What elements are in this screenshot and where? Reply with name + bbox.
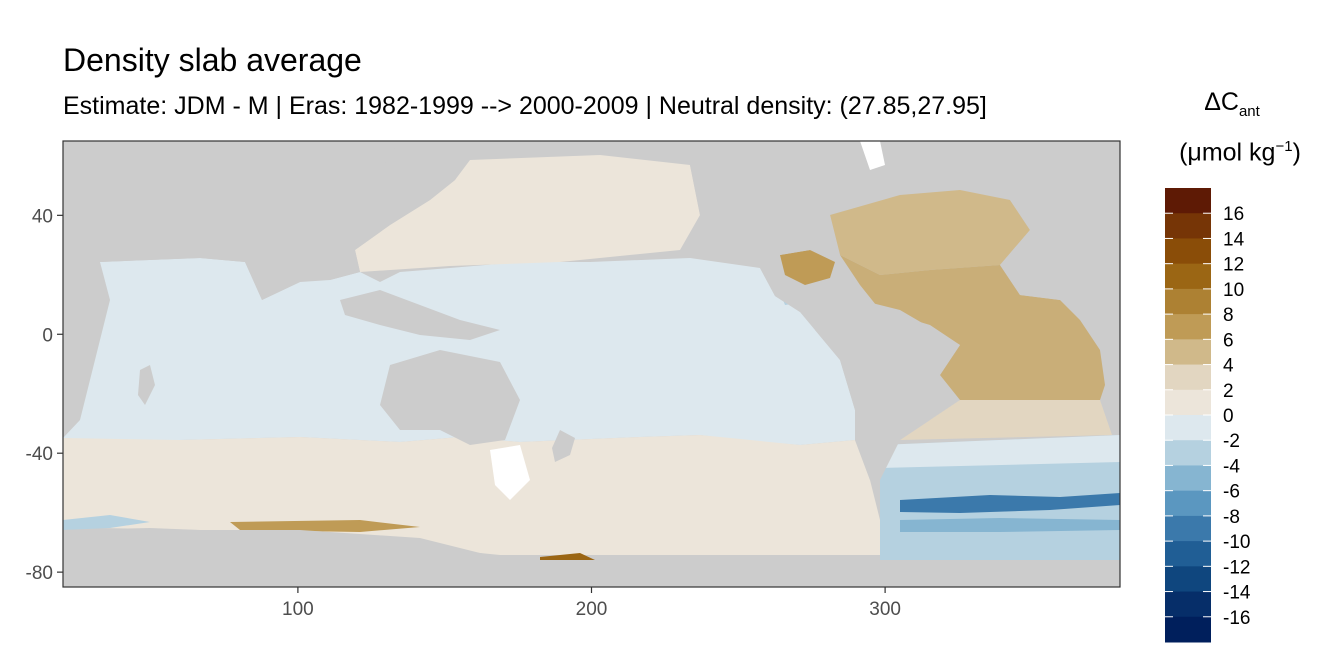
- land-new-zealand: [552, 430, 575, 462]
- y-tick-label: 40: [32, 206, 53, 227]
- legend-label: -14: [1223, 583, 1251, 604]
- legend-color-bin: [1165, 213, 1211, 239]
- legend-title: ΔCant: [1172, 88, 1292, 120]
- legend-label: 10: [1223, 280, 1244, 301]
- legend-label: 6: [1223, 330, 1234, 351]
- land-eurasia-north: [330, 141, 470, 280]
- legend-color-bin: [1165, 616, 1211, 643]
- y-tick-label: 0: [42, 325, 53, 346]
- y-tick-label: -40: [26, 444, 53, 465]
- white-arctic-gap: [860, 141, 885, 170]
- land-australia: [380, 350, 520, 445]
- land-madagascar: [138, 365, 155, 405]
- southern-ocean-brown-streak: [230, 520, 420, 532]
- legend-color-bin: [1165, 591, 1211, 618]
- land-maritime-continent: [340, 290, 500, 340]
- legend-color-bin: [1165, 440, 1211, 466]
- legend-color-bin: [1165, 415, 1211, 441]
- legend-label: 2: [1223, 381, 1234, 402]
- legend-title-subscript: ant: [1238, 103, 1260, 120]
- ocean-pacific-indian: [63, 258, 855, 445]
- legend-unit-suffix: ): [1292, 138, 1301, 167]
- legend-color-bin: [1165, 238, 1211, 265]
- legend-color-bin: [1165, 288, 1211, 315]
- legend: 16 14 12 10 8 6 4 2 0 -2 -4 -6 -8 -10 -12 -14 -16: [1165, 188, 1251, 643]
- land-greenland: [880, 141, 955, 190]
- legend-color-bin: [1165, 339, 1211, 366]
- legend-color-bin: [1165, 263, 1211, 290]
- legend-color-bin: [1165, 465, 1211, 492]
- map-panel: [62, 140, 1121, 588]
- legend-color-bin: [1165, 490, 1211, 517]
- land-africa-east: [63, 262, 110, 438]
- ocean-subtropical-atlantic: [840, 255, 1105, 400]
- legend-label: 14: [1223, 229, 1245, 250]
- white-coastal-shelf: [490, 445, 530, 500]
- legend-unit-superscript: −1: [1275, 138, 1293, 155]
- legend-color-bin: [1165, 188, 1211, 214]
- southern-atlantic-dark-streak: [900, 493, 1120, 513]
- legend-label: -4: [1223, 456, 1240, 477]
- legend-color-bin: [1165, 541, 1211, 567]
- land-europe-africa: [1000, 141, 1120, 300]
- legend-label: 12: [1223, 255, 1244, 276]
- southern-atlantic-light-band: [880, 435, 1120, 468]
- legend-title-symbol: ΔC: [1204, 88, 1239, 116]
- legend-label: -16: [1223, 608, 1250, 629]
- southern-atlantic-mid-streak: [900, 518, 1120, 532]
- legend-label: -2: [1223, 431, 1240, 452]
- legend-label: 8: [1223, 305, 1234, 326]
- legend-label: 16: [1223, 204, 1244, 225]
- legend-unit: (μmol kg−1): [1160, 138, 1320, 167]
- land-africa-west: [63, 141, 400, 300]
- legend-label: 0: [1223, 406, 1234, 427]
- chart-title: Density slab average: [63, 42, 362, 78]
- land-north-america: [690, 141, 880, 312]
- x-tick-label: 200: [576, 599, 608, 620]
- ocean-north-pacific: [355, 155, 700, 272]
- southern-ocean-blue-streak: [63, 515, 150, 530]
- ocean-layer: [63, 141, 1120, 587]
- legend-color-bin: [1165, 314, 1211, 340]
- legend-label: -12: [1223, 557, 1250, 578]
- legend-color-bin: [1165, 364, 1211, 391]
- x-tick-label: 100: [282, 599, 314, 620]
- land-south-america: [815, 300, 960, 480]
- ocean-north-atlantic: [830, 190, 1030, 275]
- ocean-south-atlantic: [900, 400, 1112, 440]
- legend-color-bin: [1165, 389, 1211, 416]
- ocean-gulf-caribbean: [780, 250, 835, 285]
- legend-unit-prefix: (μmol kg: [1179, 138, 1276, 167]
- land-antarctica: [63, 528, 1120, 587]
- legend-label: -6: [1223, 482, 1240, 503]
- chart-subtitle: Estimate: JDM - M | Eras: 1982-1999 --> …: [63, 92, 987, 120]
- legend-color-bin: [1165, 515, 1211, 542]
- legend-label: 4: [1223, 356, 1234, 377]
- legend-label: -8: [1223, 507, 1240, 528]
- x-tick-label: 300: [869, 599, 901, 620]
- y-tick-label: -80: [26, 563, 53, 584]
- legend-label: -10: [1223, 532, 1250, 553]
- legend-color-bin: [1165, 566, 1211, 593]
